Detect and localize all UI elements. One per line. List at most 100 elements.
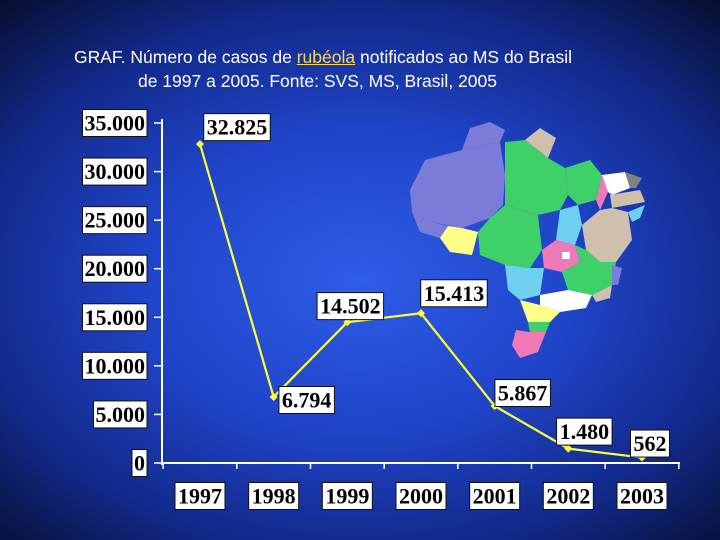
x-tick-label-box xyxy=(174,482,226,510)
x-tick-label: 1998 xyxy=(248,482,300,510)
chart-axes: 0 5.000 10.000 15.000 20.000 25.000 30.000 35.0… xyxy=(82,109,680,510)
chart-title-line-2: de 1997 a 2005. Fonte: SVS, MS, Brasil, … xyxy=(138,71,497,91)
x-tick-label-text: 2002 xyxy=(546,484,590,509)
y-tick-label-text: 0 xyxy=(134,451,145,476)
y-tick-label-box xyxy=(82,351,148,380)
data-label-text: 6.794 xyxy=(282,388,332,413)
map-state-mato-grosso xyxy=(478,205,542,268)
y-tick-label-text: 5.000 xyxy=(96,402,146,427)
y-tick-label: 10.000 xyxy=(82,351,148,380)
data-label: 5.867 xyxy=(494,379,551,408)
data-label: 15.413 xyxy=(420,279,488,308)
chart-title: GRAF. Número de casos de rubéola notific… xyxy=(74,45,674,93)
y-tick-label-box xyxy=(82,303,148,332)
x-tick-label-text: 2003 xyxy=(620,484,664,509)
y-tick-label-box xyxy=(131,449,148,477)
map-state-sao-paulo xyxy=(540,290,592,312)
y-tick-label: 5.000 xyxy=(93,400,148,429)
y-tick-label: 30.000 xyxy=(82,157,148,186)
y-tick-label-text: 10.000 xyxy=(85,353,146,378)
chart-title-line-1: GRAF. Número de casos de rubéola notific… xyxy=(74,45,674,69)
map-state-mato-grosso-do-sul xyxy=(505,265,544,300)
data-label-box xyxy=(494,379,551,408)
data-label-box xyxy=(556,417,613,446)
x-tick-label: 2002 xyxy=(542,482,594,510)
x-tick-label-box xyxy=(248,482,300,510)
x-tick-label: 1997 xyxy=(174,482,226,510)
data-label: 562 xyxy=(630,429,670,458)
map-state-bahia xyxy=(582,208,632,262)
x-tick-label-text: 1998 xyxy=(252,484,296,509)
map-state-ceara xyxy=(602,172,630,195)
map-state-sergipe-alagoas xyxy=(628,205,645,222)
map-state-distrito-federal xyxy=(562,252,570,259)
data-label-text: 1.480 xyxy=(560,419,610,444)
y-tick-label-text: 25.000 xyxy=(85,208,146,233)
map-state-piaui xyxy=(590,160,608,210)
data-label-text: 5.867 xyxy=(498,381,548,406)
map-state-amapa xyxy=(525,128,556,158)
map-state-paraiba-pernambuco xyxy=(610,190,645,208)
y-tick-label: 20.000 xyxy=(82,254,148,283)
x-tick-label: 2000 xyxy=(395,482,447,510)
map-state-acre xyxy=(412,212,448,238)
x-tick-label-text: 2001 xyxy=(473,484,517,509)
data-label: 14.502 xyxy=(316,292,385,321)
map-state-espirito-santo xyxy=(612,265,622,285)
data-point-marker xyxy=(269,393,278,402)
y-tick-label-box xyxy=(93,400,148,429)
data-label-box xyxy=(278,386,335,415)
data-label: 32.825 xyxy=(203,113,271,142)
map-state-goias xyxy=(542,240,580,272)
x-tick-label: 1999 xyxy=(321,482,373,510)
data-label-box xyxy=(420,279,488,308)
map-state-rondonia xyxy=(440,226,478,255)
map-state-roraima xyxy=(462,122,505,150)
data-point-marker xyxy=(196,140,204,149)
y-tick-label-text: 20.000 xyxy=(85,256,146,281)
map-state-para xyxy=(505,140,568,215)
y-tick-label-text: 35.000 xyxy=(85,111,146,136)
data-label-box xyxy=(630,429,670,458)
title-highlight-rubeola: rubéola xyxy=(296,47,356,67)
y-tick-label-box xyxy=(82,206,148,235)
x-tick-label-box xyxy=(616,482,668,510)
y-tick-label-text: 30.000 xyxy=(85,159,146,184)
y-tick-label-box xyxy=(82,254,148,283)
y-tick-label: 15.000 xyxy=(82,303,148,332)
x-tick-label-box xyxy=(469,482,521,510)
map-state-santa-catarina xyxy=(528,322,550,332)
x-tick-label-text: 1997 xyxy=(178,484,222,509)
x-tick-label: 2003 xyxy=(616,482,668,510)
map-state-minas-gerais xyxy=(562,245,616,295)
x-tick-label-box xyxy=(321,482,373,510)
y-tick-label-text: 15.000 xyxy=(85,305,146,330)
map-state-amazonas xyxy=(410,142,505,228)
y-tick-label: 25.000 xyxy=(82,206,148,235)
x-tick-label-text: 2000 xyxy=(399,484,443,509)
x-tick-label-box xyxy=(542,482,594,510)
data-labels-layer: 32.825 6.794 14.502 15.413 5.867 1.480 562 xyxy=(203,113,670,458)
map-state-maranhao xyxy=(565,160,602,205)
y-tick-label-box xyxy=(82,157,148,186)
data-label-text: 562 xyxy=(634,431,667,456)
map-state-tocantins xyxy=(556,205,582,245)
y-tick-label: 0 xyxy=(131,449,148,477)
x-tick-label-box xyxy=(395,482,447,510)
map-state-rio-grande-do-norte xyxy=(625,172,642,188)
data-label: 6.794 xyxy=(278,386,335,415)
x-tick-label: 2001 xyxy=(469,482,521,510)
data-label-box xyxy=(316,292,385,321)
data-label-text: 15.413 xyxy=(424,281,485,306)
data-label-box xyxy=(203,113,271,142)
data-label-text: 32.825 xyxy=(207,115,268,140)
map-state-parana xyxy=(520,300,560,322)
y-tick-label-box xyxy=(82,109,148,137)
title-suffix: notificados ao MS do Brasil xyxy=(355,47,573,67)
y-tick-label: 35.000 xyxy=(82,109,148,137)
data-point-marker xyxy=(564,444,573,453)
title-prefix: GRAF. Número de casos de xyxy=(74,47,297,67)
map-state-rio-de-janeiro xyxy=(592,285,612,302)
data-point-marker xyxy=(417,309,425,318)
